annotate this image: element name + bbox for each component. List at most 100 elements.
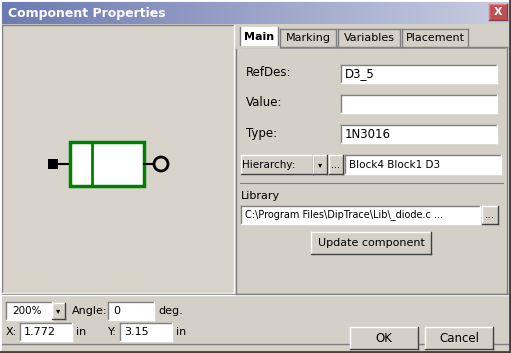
Bar <box>114 2 115 24</box>
Bar <box>195 2 196 24</box>
Bar <box>164 2 165 24</box>
Bar <box>329 155 343 174</box>
Bar <box>183 2 184 24</box>
Bar <box>79 2 80 24</box>
Text: 1.772: 1.772 <box>24 327 56 337</box>
Bar <box>337 2 338 24</box>
Bar <box>480 2 481 24</box>
Text: Variables: Variables <box>343 33 394 43</box>
Bar <box>95 2 96 24</box>
Bar <box>212 2 213 24</box>
Bar <box>36 2 37 24</box>
Bar <box>468 2 469 24</box>
Bar <box>346 2 347 24</box>
Bar <box>62 2 63 24</box>
Bar <box>190 2 191 24</box>
Bar <box>84 2 85 24</box>
Bar <box>259 2 260 24</box>
Bar <box>309 2 310 24</box>
Bar <box>73 2 74 24</box>
Bar <box>69 2 70 24</box>
Bar <box>206 2 207 24</box>
Bar <box>266 2 267 24</box>
Bar <box>491 2 492 24</box>
Bar <box>292 2 293 24</box>
Bar <box>456 2 457 24</box>
Bar <box>181 2 182 24</box>
Bar <box>139 2 140 24</box>
Bar <box>423 2 424 24</box>
Bar <box>280 29 336 47</box>
Bar <box>120 2 121 24</box>
Bar <box>449 2 450 24</box>
Bar <box>74 2 75 24</box>
Bar <box>281 2 282 24</box>
Bar <box>278 2 279 24</box>
Bar <box>223 2 224 24</box>
Bar <box>9 2 10 24</box>
Bar <box>156 2 157 24</box>
Bar <box>160 2 161 24</box>
Bar <box>409 2 410 24</box>
Bar <box>231 2 232 24</box>
Bar <box>341 125 497 143</box>
Bar <box>175 2 176 24</box>
Bar <box>88 2 89 24</box>
Bar <box>123 2 124 24</box>
Bar <box>432 2 433 24</box>
Bar <box>332 2 333 24</box>
Bar <box>477 2 478 24</box>
Bar <box>365 2 366 24</box>
Bar <box>132 2 133 24</box>
Bar <box>240 2 241 24</box>
Bar <box>411 2 412 24</box>
Bar <box>405 2 406 24</box>
Bar <box>458 2 459 24</box>
Bar <box>335 2 336 24</box>
Bar <box>68 2 69 24</box>
Bar <box>180 2 181 24</box>
Bar <box>90 2 91 24</box>
Bar <box>467 2 468 24</box>
Bar <box>299 2 300 24</box>
Bar <box>366 2 367 24</box>
Bar <box>455 2 456 24</box>
Bar <box>393 2 394 24</box>
Bar <box>20 2 21 24</box>
Bar <box>504 2 505 24</box>
Text: OK: OK <box>376 331 392 345</box>
Bar <box>489 2 490 24</box>
Bar <box>63 2 64 24</box>
Bar <box>495 2 496 24</box>
Bar <box>70 142 144 186</box>
Bar <box>263 2 264 24</box>
Text: Marking: Marking <box>286 33 331 43</box>
Bar <box>197 2 198 24</box>
Bar <box>489 4 507 20</box>
Bar <box>386 2 387 24</box>
Bar <box>207 2 208 24</box>
Bar <box>198 2 199 24</box>
Bar <box>116 2 117 24</box>
Bar <box>92 2 93 24</box>
Bar <box>473 2 474 24</box>
Bar <box>46 2 47 24</box>
Bar <box>476 2 477 24</box>
Bar <box>137 2 138 24</box>
Bar <box>240 27 278 47</box>
Bar <box>379 2 380 24</box>
Bar <box>244 2 245 24</box>
Bar <box>399 2 400 24</box>
Bar <box>105 2 106 24</box>
Bar <box>331 2 332 24</box>
Bar <box>37 2 38 24</box>
Bar <box>211 2 212 24</box>
Bar <box>438 2 439 24</box>
Bar <box>463 2 464 24</box>
Bar <box>50 2 51 24</box>
Bar <box>5 2 6 24</box>
Bar <box>51 2 52 24</box>
Bar <box>85 2 86 24</box>
Bar <box>157 2 158 24</box>
Bar <box>488 2 489 24</box>
